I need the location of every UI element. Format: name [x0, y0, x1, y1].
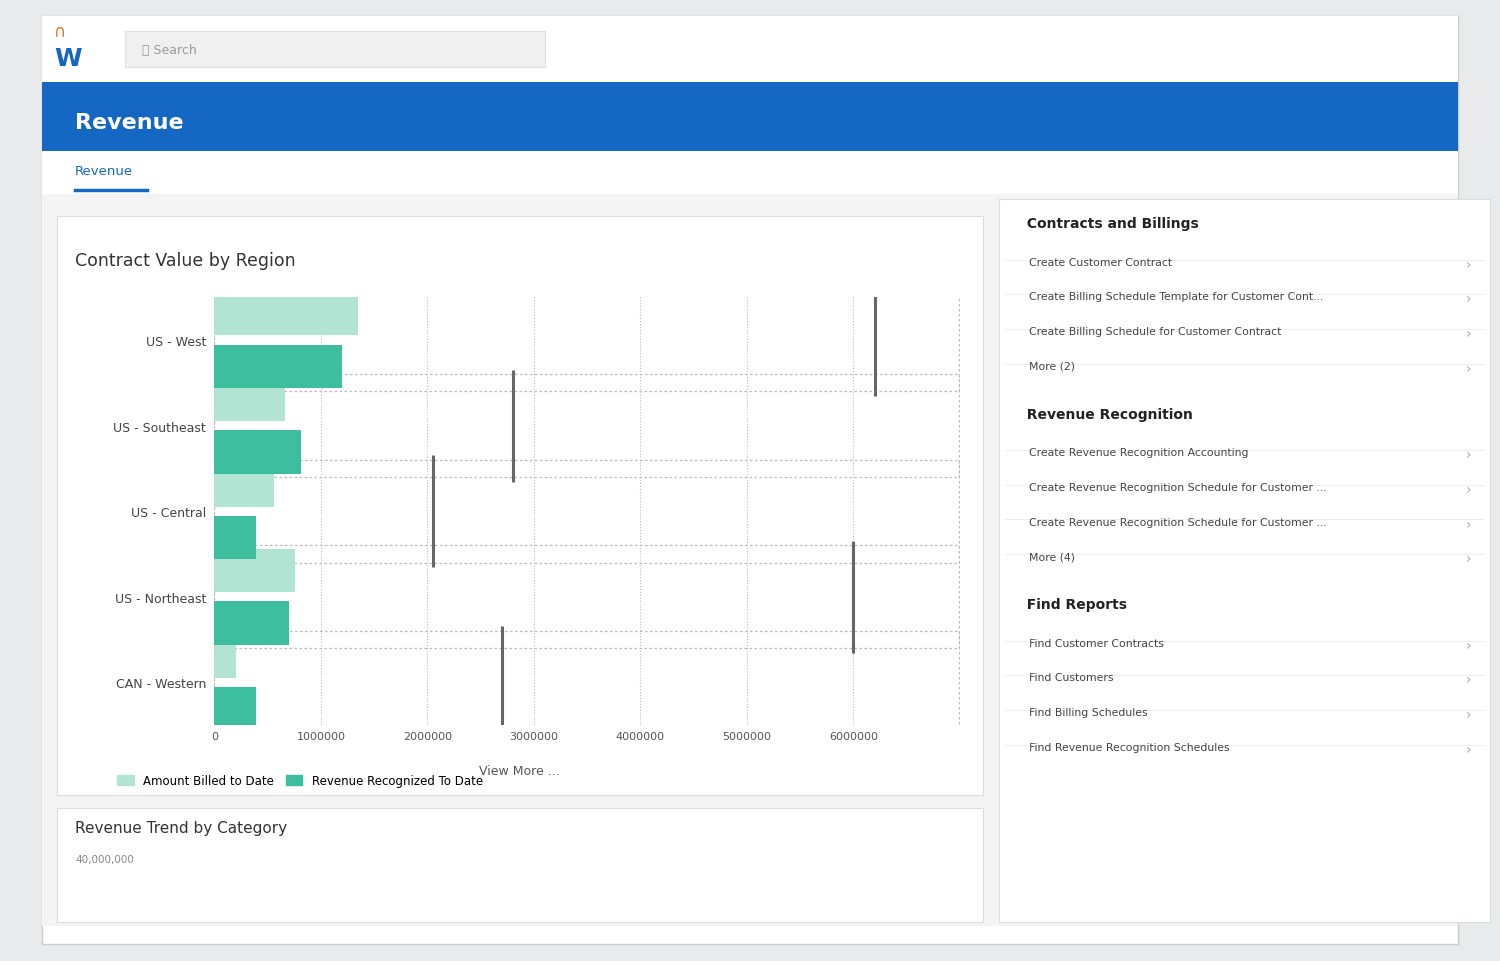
- Text: ∩: ∩: [54, 22, 66, 40]
- Text: 40,000,000: 40,000,000: [75, 854, 134, 864]
- Text: Revenue: Revenue: [75, 112, 183, 133]
- Text: More (2): More (2): [1029, 361, 1075, 371]
- Text: Create Customer Contract: Create Customer Contract: [1029, 258, 1172, 267]
- Bar: [214, 549, 296, 593]
- Text: Create Revenue Recognition Accounting: Create Revenue Recognition Accounting: [1029, 448, 1248, 457]
- Bar: [214, 602, 290, 646]
- Bar: [214, 375, 960, 478]
- Text: Revenue Trend by Category: Revenue Trend by Category: [75, 820, 286, 835]
- Text: Contract Value by Region: Contract Value by Region: [75, 252, 296, 270]
- Bar: [214, 345, 342, 389]
- Legend: Amount Billed to Date, Revenue Recognized To Date: Amount Billed to Date, Revenue Recognize…: [112, 770, 488, 792]
- Text: More (4): More (4): [1029, 552, 1075, 561]
- Text: Create Billing Schedule for Customer Contract: Create Billing Schedule for Customer Con…: [1029, 327, 1281, 336]
- Text: ›: ›: [1466, 327, 1472, 341]
- Text: Create Revenue Recognition Schedule for Customer ...: Create Revenue Recognition Schedule for …: [1029, 482, 1326, 492]
- Bar: [214, 292, 358, 336]
- Text: Revenue Recognition: Revenue Recognition: [1017, 407, 1192, 422]
- Text: Create Billing Schedule Template for Customer Cont...: Create Billing Schedule Template for Cus…: [1029, 292, 1323, 302]
- Text: Find Billing Schedules: Find Billing Schedules: [1029, 707, 1148, 717]
- Bar: [214, 378, 285, 422]
- Text: Find Reports: Find Reports: [1017, 598, 1126, 612]
- Bar: [214, 289, 960, 392]
- Text: ›: ›: [1466, 638, 1472, 653]
- Text: View More ...: View More ...: [480, 765, 560, 777]
- Bar: [214, 634, 236, 678]
- Bar: [214, 460, 960, 563]
- Bar: [214, 687, 256, 731]
- Text: ›: ›: [1466, 361, 1472, 376]
- Bar: [214, 631, 960, 734]
- Text: ›: ›: [1466, 258, 1472, 272]
- Text: W: W: [54, 47, 81, 71]
- Bar: [214, 431, 302, 475]
- Text: Contracts and Billings: Contracts and Billings: [1017, 217, 1198, 232]
- Text: ›: ›: [1466, 292, 1472, 307]
- Text: Find Revenue Recognition Schedules: Find Revenue Recognition Schedules: [1029, 742, 1230, 752]
- Text: ›: ›: [1466, 673, 1472, 687]
- Text: ›: ›: [1466, 448, 1472, 462]
- Text: ›: ›: [1466, 482, 1472, 497]
- Text: Revenue: Revenue: [75, 164, 134, 178]
- Text: Find Customer Contracts: Find Customer Contracts: [1029, 638, 1164, 648]
- Bar: [214, 516, 256, 560]
- Text: ›: ›: [1466, 742, 1472, 756]
- Text: Find Customers: Find Customers: [1029, 673, 1113, 682]
- Text: Create Revenue Recognition Schedule for Customer ...: Create Revenue Recognition Schedule for …: [1029, 517, 1326, 527]
- Bar: [214, 463, 274, 507]
- Text: ›: ›: [1466, 517, 1472, 531]
- Text: 🔍 Search: 🔍 Search: [142, 44, 198, 58]
- Text: ›: ›: [1466, 552, 1472, 566]
- Bar: [214, 546, 960, 649]
- Text: ›: ›: [1466, 707, 1472, 722]
